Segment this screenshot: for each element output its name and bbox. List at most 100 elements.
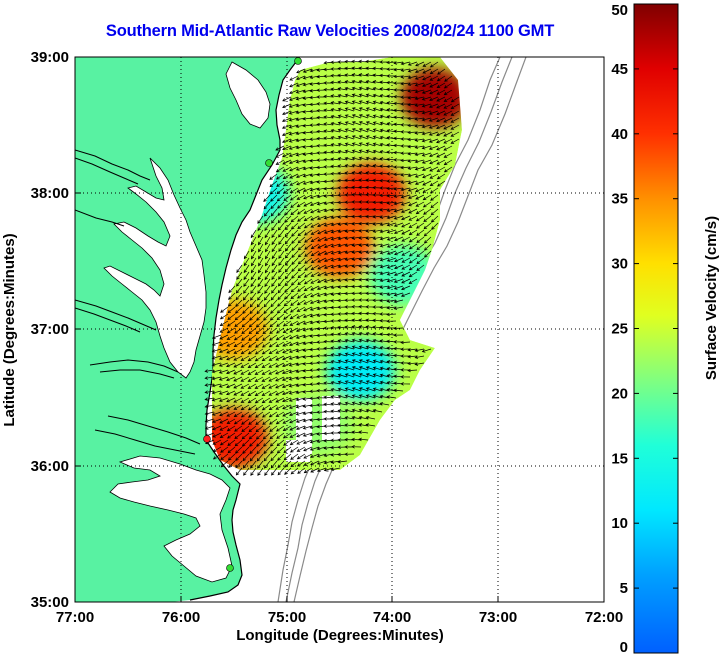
velocity-arrow [240, 348, 250, 355]
velocity-arrow [257, 229, 264, 239]
velocity-arrow [344, 86, 355, 91]
velocity-arrow [323, 460, 334, 465]
velocity-arrow [372, 229, 383, 233]
velocity-arrow [254, 404, 264, 411]
velocity-arrow [358, 394, 369, 399]
velocity-arrow [276, 306, 285, 314]
colorbar-tick-label: 45 [611, 61, 628, 78]
velocity-arrow [290, 201, 299, 208]
velocity-arrow [268, 404, 278, 410]
velocity-arrow [407, 348, 418, 352]
velocity-arrow [275, 334, 285, 341]
velocity-arrow [358, 229, 369, 233]
velocity-arrow [317, 264, 327, 270]
station-marker-hatteras [226, 564, 234, 572]
velocity-arrow [233, 334, 243, 341]
velocity-arrow [295, 145, 306, 150]
velocity-arrow [330, 157, 341, 161]
velocity-arrow [233, 397, 243, 403]
velocity-arrow [358, 93, 369, 98]
velocity-arrow [358, 250, 369, 254]
velocity-arrow [407, 354, 418, 359]
velocity-arrow [211, 341, 222, 346]
velocity-arrow [358, 142, 369, 147]
velocity-arrow [351, 359, 362, 364]
velocity-arrow [295, 159, 306, 164]
velocity-arrow [241, 432, 250, 440]
velocity-arrow [323, 353, 334, 357]
velocity-arrow [365, 73, 376, 77]
velocity-arrow [436, 89, 446, 95]
velocity-arrow [275, 376, 285, 382]
velocity-arrow [289, 166, 299, 172]
velocity-arrow [295, 425, 306, 431]
velocity-arrow [330, 359, 341, 364]
velocity-arrow [284, 271, 292, 280]
velocity-arrow [358, 100, 369, 105]
velocity-arrow [365, 86, 376, 91]
velocity-arrow [337, 93, 348, 98]
velocity-arrow [351, 387, 362, 392]
velocity-arrow [344, 278, 355, 282]
velocity-arrow [211, 411, 222, 416]
velocity-arrow [275, 404, 285, 410]
velocity-arrow [234, 306, 243, 314]
velocity-arrow [400, 165, 411, 170]
velocity-arrow [415, 208, 425, 215]
velocity-arrow [323, 108, 334, 112]
velocity-arrow [414, 82, 425, 87]
velocity-arrow [358, 338, 369, 343]
velocity-arrow [310, 460, 320, 466]
velocity-arrow [372, 207, 383, 212]
velocity-arrow [297, 250, 306, 258]
velocity-arrow [323, 129, 334, 133]
velocity-arrow [358, 121, 369, 126]
velocity-arrow [297, 264, 306, 272]
velocity-arrow [263, 201, 271, 210]
velocity-arrow [337, 264, 348, 269]
velocity-arrow [358, 331, 369, 336]
velocity-arrow [309, 313, 320, 318]
velocity-arrow [323, 236, 334, 241]
velocity-arrow [241, 334, 250, 341]
velocity-arrow [416, 229, 425, 236]
velocity-arrow [436, 138, 446, 144]
velocity-arrow [226, 425, 236, 432]
tick-marks [74, 56, 605, 603]
velocity-arrow [351, 423, 362, 427]
velocity-arrow [261, 348, 271, 355]
velocity-arrow [282, 180, 292, 187]
velocity-arrow [330, 87, 341, 91]
velocity-arrow [344, 149, 355, 154]
velocity-arrow [323, 87, 334, 92]
velocity-arrow [358, 149, 369, 154]
velocity-arrow [323, 374, 334, 378]
velocity-arrow [407, 361, 418, 366]
velocity-arrow [393, 68, 404, 72]
velocity-arrow [337, 352, 348, 357]
velocity-arrow [400, 144, 410, 148]
velocity-arrow [407, 173, 418, 178]
velocity-arrow [372, 257, 383, 262]
velocity-arrow [250, 292, 257, 301]
velocity-arrow [379, 278, 390, 283]
velocity-arrow [400, 292, 411, 297]
velocity-arrow [289, 334, 299, 340]
velocity-arrow [414, 159, 425, 164]
velocity-arrow [247, 348, 257, 355]
velocity-arrow [330, 346, 341, 350]
velocity-arrow [430, 215, 439, 223]
velocity-arrow [365, 408, 376, 413]
velocity-arrow [400, 158, 411, 163]
velocity-arrow [262, 341, 271, 348]
velocity-arrow [295, 348, 306, 353]
velocity-arrow [421, 82, 432, 88]
velocity-arrow [344, 373, 355, 378]
velocity-arrow [351, 121, 362, 126]
velocity-arrow [248, 327, 257, 335]
velocity-arrow [344, 171, 355, 175]
velocity-arrow [358, 278, 369, 282]
velocity-arrow [236, 264, 243, 274]
velocity-arrow [316, 306, 327, 311]
velocity-arrow [344, 359, 355, 364]
